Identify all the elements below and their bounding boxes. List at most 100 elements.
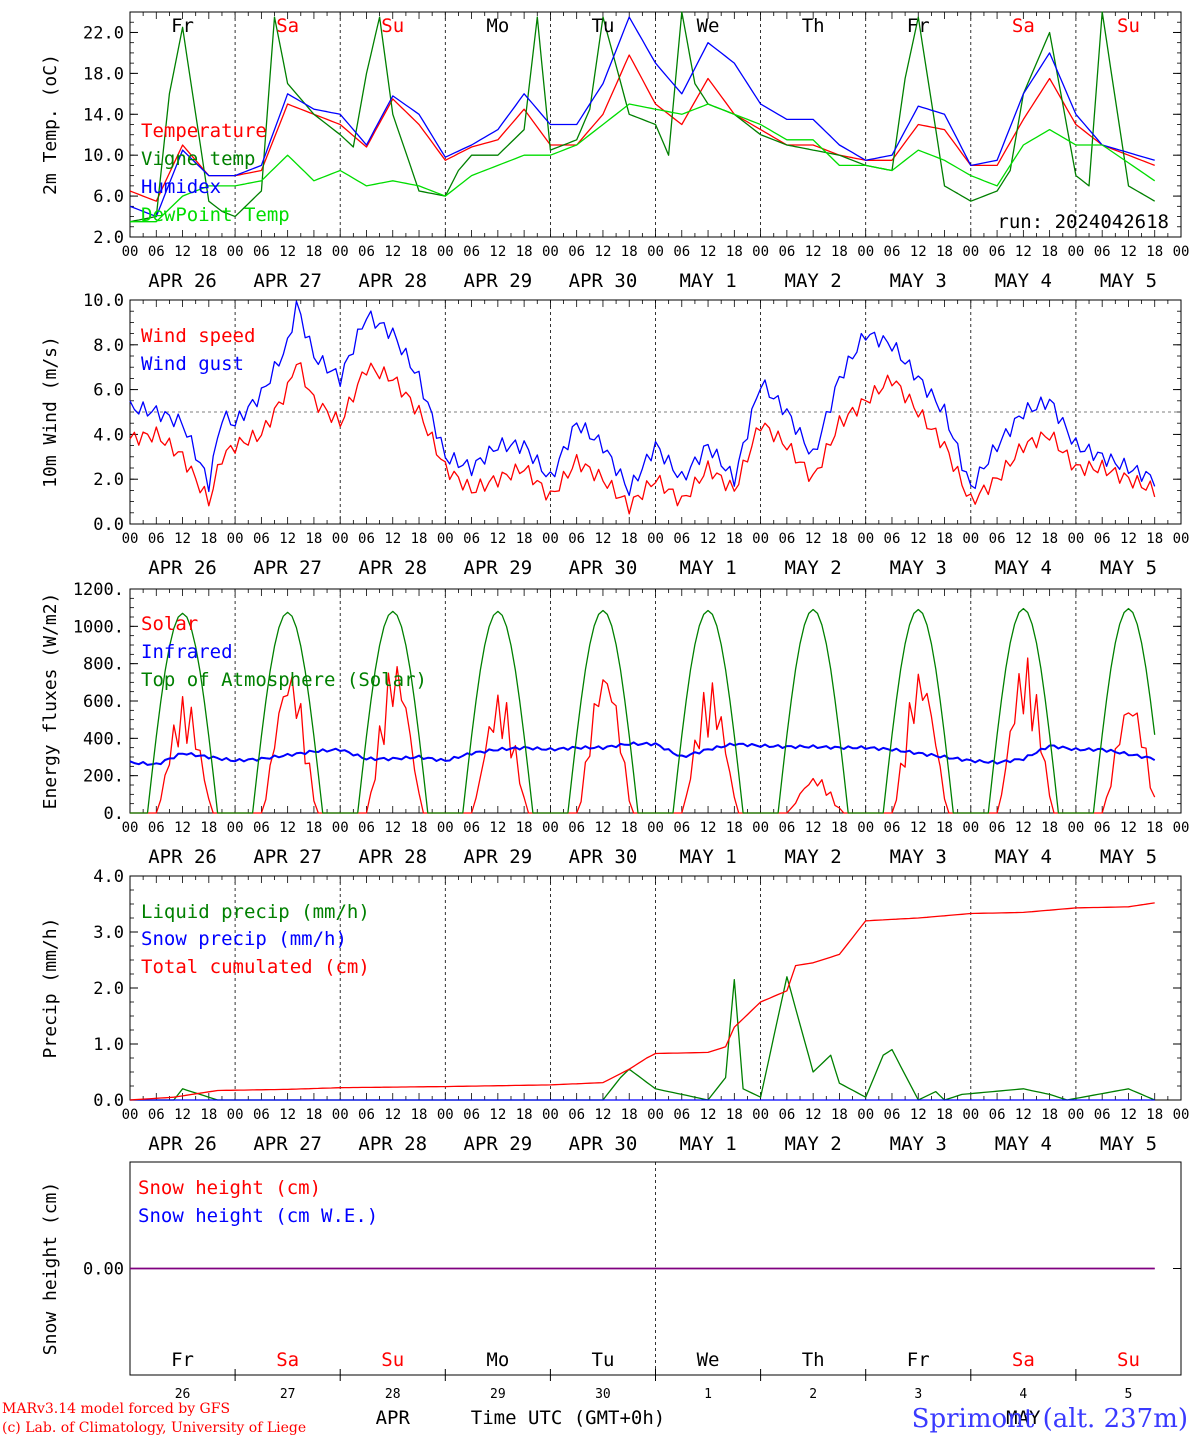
legend-entry: Snow height (cm) [138, 1177, 321, 1199]
hour-tick-label: 00 [962, 244, 979, 260]
hour-tick-label: 12 [910, 531, 927, 547]
hour-tick-label: 06 [253, 1107, 270, 1123]
y-tick-label: 400. [83, 729, 124, 749]
hour-tick-label: 00 [752, 244, 769, 260]
hour-tick-label: 06 [1094, 820, 1111, 836]
hour-tick-label: 06 [1094, 1107, 1111, 1123]
y-tick-label: 4.0 [93, 867, 124, 887]
hour-tick-label: 12 [174, 244, 191, 260]
date-label: APR 27 [253, 270, 322, 292]
y-tick-label: 1.0 [93, 1035, 124, 1055]
hour-tick-label: 12 [910, 820, 927, 836]
hour-tick-label: 12 [1120, 244, 1137, 260]
hour-tick-label: 06 [989, 244, 1006, 260]
series-temperature-1 [129, 11, 1156, 223]
hour-tick-label: 06 [358, 1107, 375, 1123]
legend-entry: Snow precip (mm/h) [141, 928, 347, 950]
hour-tick-label: 18 [516, 1107, 533, 1123]
hour-tick-label: 06 [884, 1107, 901, 1123]
weekday-label: Su [1117, 1349, 1140, 1371]
hour-tick-label: 18 [621, 244, 638, 260]
hour-tick-label: 06 [1094, 244, 1111, 260]
hour-tick-label: 12 [279, 244, 296, 260]
hour-tick-label: 06 [989, 1107, 1006, 1123]
y-tick-label: 0.0 [93, 1091, 124, 1111]
hour-tick-label: 18 [936, 820, 953, 836]
hour-tick-label: 00 [1067, 531, 1084, 547]
hour-tick-label: 12 [384, 244, 401, 260]
hour-tick-label: 18 [516, 531, 533, 547]
weekday-label: Fr [907, 15, 930, 37]
weekday-label: Su [1117, 15, 1140, 37]
hour-tick-label: 00 [437, 531, 454, 547]
hour-tick-label: 18 [411, 1107, 428, 1123]
hour-tick-label: 00 [857, 244, 874, 260]
y-tick-label: 14.0 [83, 105, 124, 125]
legend-entry: Infrared [141, 641, 233, 663]
hour-tick-label: 00 [542, 820, 559, 836]
hour-tick-label: 12 [174, 1107, 191, 1123]
hour-tick-label: 00 [122, 244, 139, 260]
date-label: APR 30 [569, 557, 638, 579]
hour-tick-label: 12 [805, 531, 822, 547]
hour-tick-label: 06 [673, 531, 690, 547]
date-label: APR 26 [148, 557, 217, 579]
hour-tick-label: 18 [516, 820, 533, 836]
hour-tick-label: 18 [936, 1107, 953, 1123]
y-tick-label: 200. [83, 767, 124, 787]
hour-tick-label: 12 [489, 531, 506, 547]
day-number-label: 27 [280, 1387, 296, 1402]
hour-tick-label: 00 [857, 1107, 874, 1123]
hour-tick-label: 12 [595, 244, 612, 260]
hour-tick-label: 18 [1041, 1107, 1058, 1123]
date-label: MAY 2 [785, 270, 842, 292]
date-label: APR 28 [358, 1133, 427, 1155]
y-tick-label: 6.0 [93, 187, 124, 207]
weekday-label: Tu [592, 15, 615, 37]
hour-tick-label: 00 [332, 244, 349, 260]
hour-tick-label: 18 [621, 531, 638, 547]
hour-tick-label: 12 [1015, 820, 1032, 836]
date-label: APR 29 [464, 1133, 533, 1155]
hour-tick-label: 12 [1015, 1107, 1032, 1123]
hour-tick-label: 12 [489, 1107, 506, 1123]
hour-tick-label: 00 [542, 1107, 559, 1123]
hour-tick-label: 18 [305, 531, 322, 547]
hour-tick-label: 00 [1067, 1107, 1084, 1123]
hour-tick-label: 06 [1094, 531, 1111, 547]
hour-tick-label: 00 [437, 244, 454, 260]
day-number-label: 3 [914, 1387, 922, 1402]
hour-tick-label: 00 [962, 820, 979, 836]
hour-tick-label: 18 [726, 531, 743, 547]
hour-tick-label: 12 [279, 531, 296, 547]
legend-entry: Humidex [141, 176, 221, 198]
hour-tick-label: 00 [542, 531, 559, 547]
hour-tick-label: 06 [673, 1107, 690, 1123]
hour-tick-label: 06 [673, 244, 690, 260]
legend-entry: Temperature [141, 120, 267, 142]
hour-tick-label: 00 [647, 531, 664, 547]
hour-tick-label: 18 [831, 244, 848, 260]
hour-tick-label: 18 [200, 820, 217, 836]
date-label: APR 27 [253, 557, 322, 579]
hour-tick-label: 06 [778, 244, 795, 260]
hour-tick-label: 06 [884, 531, 901, 547]
y-axis-label: Precip (mm/h) [40, 918, 61, 1059]
hour-tick-label: 00 [1067, 244, 1084, 260]
y-tick-label: 2.0 [93, 979, 124, 999]
hour-tick-label: 00 [332, 820, 349, 836]
hour-tick-label: 00 [1173, 531, 1190, 547]
legend-entry: Solar [141, 613, 198, 635]
series-energy-2 [130, 607, 1156, 814]
hour-tick-label: 12 [489, 244, 506, 260]
hour-tick-label: 00 [437, 820, 454, 836]
run-label: run: 2024042618 [997, 211, 1169, 233]
hour-tick-label: 18 [1146, 244, 1163, 260]
hour-tick-label: 18 [1041, 820, 1058, 836]
y-tick-label: 800. [83, 655, 124, 675]
date-label: MAY 3 [890, 846, 947, 868]
hour-tick-label: 06 [148, 820, 165, 836]
hour-tick-label: 06 [253, 820, 270, 836]
credit-model: MARv3.14 model forced by GFS [2, 1401, 231, 1417]
